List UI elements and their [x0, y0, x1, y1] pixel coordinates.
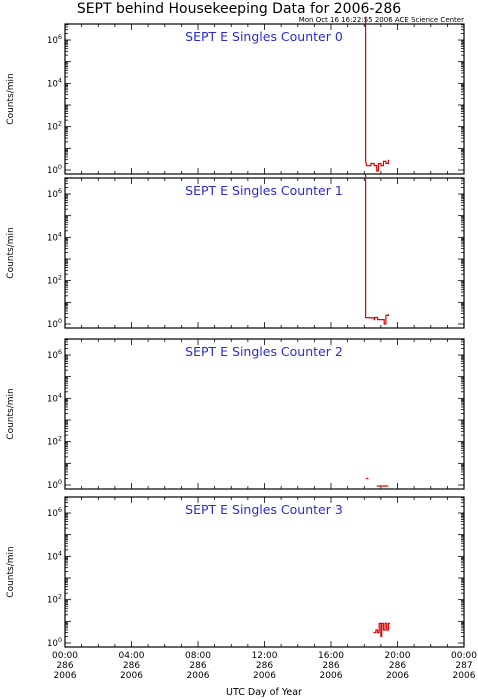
panel-title: SEPT E Singles Counter 1: [185, 183, 343, 198]
panel-frame: [64, 23, 465, 175]
x-tick-label-doy: 287: [455, 661, 472, 671]
panels: SEPT E Singles Counter 0 Counts/min 100 102…: [6, 16, 465, 649]
panel-title: SEPT E Singles Counter 0: [185, 29, 343, 44]
y-tick-label: 106: [47, 187, 62, 200]
y-axis-label: Counts/min: [6, 388, 16, 439]
panel-2: SEPT E Singles Counter 2 Counts/min 100 102…: [6, 338, 465, 491]
y-tick-label: 100: [47, 636, 62, 649]
y-tick-label: 106: [47, 506, 62, 519]
x-tick-label-time: 16:00: [318, 651, 344, 661]
panel-0: SEPT E Singles Counter 0 Counts/min 100 102…: [6, 16, 465, 176]
y-axis-label: Counts/min: [6, 546, 16, 597]
chart-title: SEPT behind Housekeeping Data for 2006-2…: [77, 1, 401, 17]
y-tick-label: 104: [47, 76, 62, 89]
panel-frame: [64, 496, 465, 648]
y-tick-label: 104: [47, 391, 62, 404]
y-tick-label: 104: [47, 549, 62, 562]
x-tick-label-time: 00:00: [52, 651, 78, 661]
x-tick-label-doy: 286: [56, 661, 73, 671]
x-tick-label-time: 00:00: [451, 651, 477, 661]
y-tick-label: 102: [47, 120, 62, 133]
y-tick-label: 100: [47, 317, 62, 330]
panel-frame: [64, 177, 465, 329]
x-tick-label-doy: 286: [123, 661, 140, 671]
y-tick-label: 102: [47, 274, 62, 287]
y-axis-label: Counts/min: [6, 227, 16, 278]
x-tick-label-doy: 286: [189, 661, 206, 671]
x-tick-label-year: 2006: [54, 671, 77, 681]
panel-3: SEPT E Singles Counter 3 Counts/min 100 102…: [6, 496, 465, 649]
x-axis-label: UTC Day of Year: [226, 687, 302, 698]
panel-1: SEPT E Singles Counter 1 Counts/min 100 102…: [6, 174, 465, 330]
y-tick-label: 102: [47, 435, 62, 448]
y-tick-label: 100: [47, 478, 62, 491]
x-tick-label-time: 04:00: [119, 651, 145, 661]
x-tick-label-year: 2006: [453, 671, 476, 681]
x-tick-label-year: 2006: [120, 671, 143, 681]
x-tick-label-time: 12:00: [252, 651, 278, 661]
panel-title: SEPT E Singles Counter 3: [185, 502, 343, 517]
y-tick-label: 102: [47, 593, 62, 606]
y-tick-label: 106: [47, 33, 62, 46]
timestamp: Mon Oct 16 16:22:55 2006 ACE Science Cen…: [299, 16, 464, 24]
y-tick-label: 106: [47, 348, 62, 361]
x-tick-label-year: 2006: [386, 671, 409, 681]
x-tick-label-doy: 286: [322, 661, 339, 671]
x-tick-label-year: 2006: [253, 671, 276, 681]
x-tick-label-time: 20:00: [385, 651, 411, 661]
panel-frame: [64, 338, 465, 490]
x-tick-label-year: 2006: [320, 671, 343, 681]
series-line-0: [365, 16, 390, 172]
x-tick-label-doy: 286: [389, 661, 406, 671]
panel-title: SEPT E Singles Counter 2: [185, 344, 343, 359]
x-axis: 00:00286200604:00286200608:00286200612:0…: [52, 651, 477, 681]
x-tick-label-time: 08:00: [185, 651, 211, 661]
y-tick-label: 100: [47, 163, 62, 176]
y-axis-label: Counts/min: [6, 73, 16, 124]
series-line-0: [365, 174, 389, 325]
x-tick-label-doy: 286: [256, 661, 273, 671]
x-tick-label-year: 2006: [187, 671, 210, 681]
series-line-0: [373, 622, 390, 638]
y-tick-label: 104: [47, 230, 62, 243]
